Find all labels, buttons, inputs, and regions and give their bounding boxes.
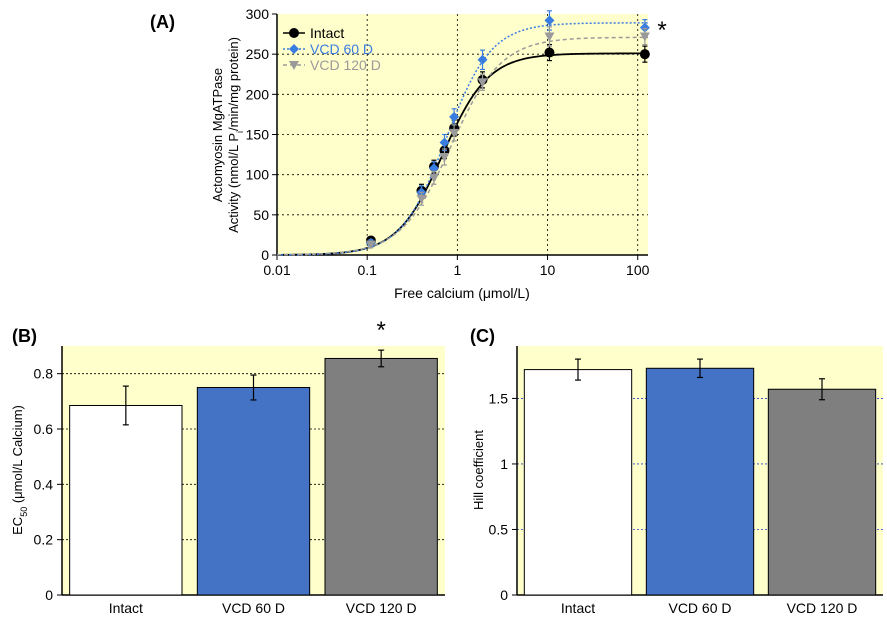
panel-b-y-axis-label-pre: EC (10, 517, 25, 535)
panel-a-y-axis-label-post: /min/mg protein) (226, 37, 241, 131)
panel-b-bar-2 (325, 358, 437, 595)
panel-a-x-tick-label-3: 10 (540, 262, 556, 278)
panel-c-bar-1 (646, 368, 753, 595)
panel-b-bar-1 (197, 388, 309, 596)
panel-c-x-tick-label-2: VCD 120 D (787, 600, 858, 616)
panel-a-y-axis-label-line1: Actomyosin MgATPase (210, 68, 225, 202)
panel-a-y-tick-label-4: 200 (246, 86, 270, 102)
panel-b-y-tick-label-4: 0.8 (34, 366, 54, 382)
panel-a-y-ticks: 0 50 100 150 200 250 300 (246, 6, 277, 263)
panel-c-y-tick-label-3: 1.5 (489, 390, 509, 406)
panel-c-y-ticks: 0 0.5 1 1.5 (489, 390, 517, 603)
panel-c-y-axis-label: Hill coefficient (471, 430, 486, 510)
panel-a-x-tick-label-1: 0.1 (357, 262, 377, 278)
panel-b-x-tick-label-2: VCD 120 D (346, 600, 417, 616)
panel-b-y-tick-label-1: 0.2 (34, 532, 54, 548)
panel-b-y-axis-label-post: (μmol/L Calcium) (10, 405, 25, 507)
legend-intact-marker (289, 28, 299, 38)
panel-c-bar-2 (768, 389, 875, 595)
panel-b: (B) 0 0.2 0.4 0.6 0.8 Intact VCD 60 D VCD 120 … (10, 317, 445, 616)
panel-c-x-tick-label-0: Intact (561, 600, 595, 616)
panel-a-y-tick-label-2: 100 (246, 167, 270, 183)
legend-vcd120-label: VCD 120 D (310, 57, 381, 73)
panel-b-y-axis-label-sub: 50 (19, 507, 29, 517)
panel-b-label: (B) (12, 326, 37, 346)
panel-a-x-axis-label: Free calcium (μmol/L) (394, 285, 530, 301)
panel-a-label: (A) (150, 12, 175, 32)
legend-vcd60-label: VCD 60 D (310, 41, 373, 57)
panel-b-y-tick-label-0: 0 (45, 587, 53, 603)
panel-a: (A) 0 50 100 150 200 250 300 0.01 0.1 1 10 100 Fre… (150, 6, 667, 301)
panel-b-significance-star: * (376, 317, 385, 344)
panel-a-x-ticks: 0.01 0.1 1 10 100 (263, 255, 649, 278)
panel-a-y-tick-label-3: 150 (246, 127, 270, 143)
panel-b-y-ticks: 0 0.2 0.4 0.6 0.8 (34, 366, 62, 603)
legend-intact-label: Intact (310, 25, 344, 41)
panel-c-bars (524, 359, 875, 595)
panel-c-x-ticks: Intact VCD 60 D VCD 120 D (561, 600, 858, 616)
panel-c-label: (C) (470, 326, 495, 346)
panel-b-bar-0 (70, 405, 182, 595)
panel-a-y-tick-label-1: 50 (253, 207, 269, 223)
panel-b-y-tick-label-3: 0.6 (34, 421, 54, 437)
panel-c-y-tick-label-1: 0.5 (489, 521, 509, 537)
panel-c-y-tick-label-0: 0 (500, 587, 508, 603)
panel-a-x-tick-label-2: 1 (453, 262, 461, 278)
panel-b-y-tick-label-2: 0.4 (34, 476, 54, 492)
panel-b-x-ticks: Intact VCD 60 D VCD 120 D (109, 600, 417, 616)
panel-c-y-tick-label-2: 1 (500, 456, 508, 472)
panel-b-y-axis-label: EC50 (μmol/L Calcium) (10, 405, 29, 535)
panel-a-significance-star: * (657, 17, 666, 44)
panel-a-y-tick-label-0: 0 (261, 247, 269, 263)
panel-c: (C) 0 0.5 1 1.5 Intact VCD 60 D VCD 120 D Hil… (470, 326, 883, 616)
panel-a-x-tick-label-0: 0.01 (263, 262, 290, 278)
panel-a-y-tick-label-5: 250 (246, 46, 270, 62)
panel-a-point-0-6 (544, 48, 554, 58)
panel-a-x-tick-label-4: 100 (626, 262, 650, 278)
panel-c-x-tick-label-1: VCD 60 D (668, 600, 731, 616)
panel-b-x-tick-label-1: VCD 60 D (222, 600, 285, 616)
panel-c-bar-0 (524, 370, 631, 595)
panel-a-y-axis-label-pre: Activity (nmol/L P (226, 133, 241, 233)
panel-a-point-0-7 (640, 49, 650, 59)
panel-a-y-tick-label-6: 300 (246, 6, 270, 22)
panel-a-y-axis-label-line2: Activity (nmol/L Pi/min/mg protein) (226, 37, 245, 233)
panel-b-x-tick-label-0: Intact (109, 600, 143, 616)
